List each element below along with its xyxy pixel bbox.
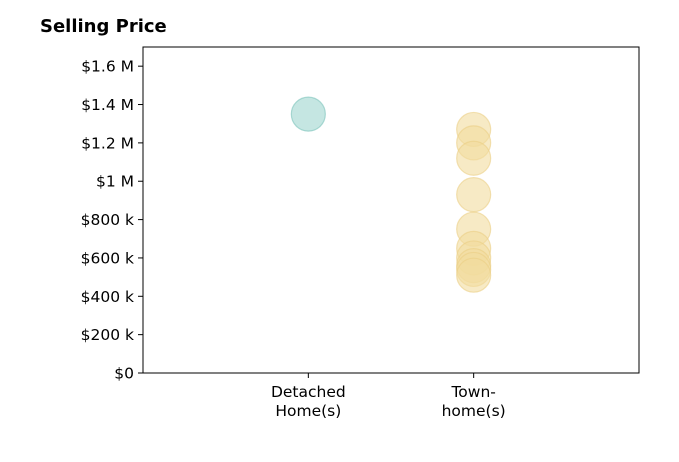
y-tick-label: $0 [114, 365, 134, 383]
chart-title: Selling Price [40, 16, 167, 37]
x-tick-label: home(s) [442, 402, 506, 420]
y-tick-label: $1 M [96, 173, 134, 191]
data-point [456, 257, 492, 293]
y-tick-label: $1.6 M [81, 58, 134, 76]
y-axis: $0 $200 k $400 k $600 k $800 k $1 M $1.2 M $1.4… [81, 58, 143, 383]
data-point [456, 140, 492, 176]
data-point [456, 177, 492, 213]
x-tick-label: Home(s) [275, 402, 341, 420]
y-tick-label: $800 k [81, 211, 134, 229]
data-point [290, 96, 326, 132]
plot-frame [142, 46, 640, 374]
y-tick-label: $400 k [81, 288, 134, 306]
y-tick-label: $200 k [81, 326, 134, 344]
y-tick-label: $1.4 M [81, 96, 134, 114]
x-tick-label: Detached [271, 383, 346, 401]
points-layer [290, 96, 492, 293]
y-tick-label: $600 k [81, 249, 134, 267]
x-tick-label: Town- [450, 383, 495, 401]
y-tick-label: $1.2 M [81, 134, 134, 152]
